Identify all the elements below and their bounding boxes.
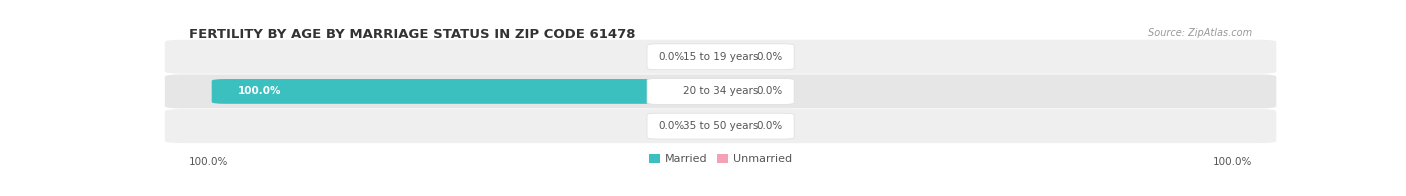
- FancyBboxPatch shape: [212, 79, 734, 104]
- Text: 20 to 34 years: 20 to 34 years: [683, 86, 758, 96]
- Text: 0.0%: 0.0%: [658, 52, 685, 62]
- Text: Source: ZipAtlas.com: Source: ZipAtlas.com: [1149, 28, 1253, 38]
- Text: 15 to 19 years: 15 to 19 years: [683, 52, 758, 62]
- Text: FERTILITY BY AGE BY MARRIAGE STATUS IN ZIP CODE 61478: FERTILITY BY AGE BY MARRIAGE STATUS IN Z…: [188, 28, 636, 41]
- FancyBboxPatch shape: [647, 79, 794, 104]
- FancyBboxPatch shape: [647, 44, 794, 70]
- Text: 0.0%: 0.0%: [756, 121, 783, 131]
- Text: 100.0%: 100.0%: [188, 157, 228, 167]
- Text: 0.0%: 0.0%: [756, 86, 783, 96]
- FancyBboxPatch shape: [714, 115, 755, 138]
- FancyBboxPatch shape: [686, 115, 727, 138]
- FancyBboxPatch shape: [165, 40, 1277, 74]
- FancyBboxPatch shape: [714, 80, 755, 103]
- FancyBboxPatch shape: [165, 109, 1277, 143]
- Text: 0.0%: 0.0%: [756, 52, 783, 62]
- Legend: Married, Unmarried: Married, Unmarried: [644, 150, 797, 169]
- Text: 100.0%: 100.0%: [238, 86, 281, 96]
- Text: 35 to 50 years: 35 to 50 years: [683, 121, 758, 131]
- Text: 100.0%: 100.0%: [1213, 157, 1253, 167]
- FancyBboxPatch shape: [714, 45, 755, 68]
- FancyBboxPatch shape: [165, 74, 1277, 108]
- FancyBboxPatch shape: [647, 113, 794, 139]
- Text: 0.0%: 0.0%: [658, 121, 685, 131]
- FancyBboxPatch shape: [686, 45, 727, 68]
